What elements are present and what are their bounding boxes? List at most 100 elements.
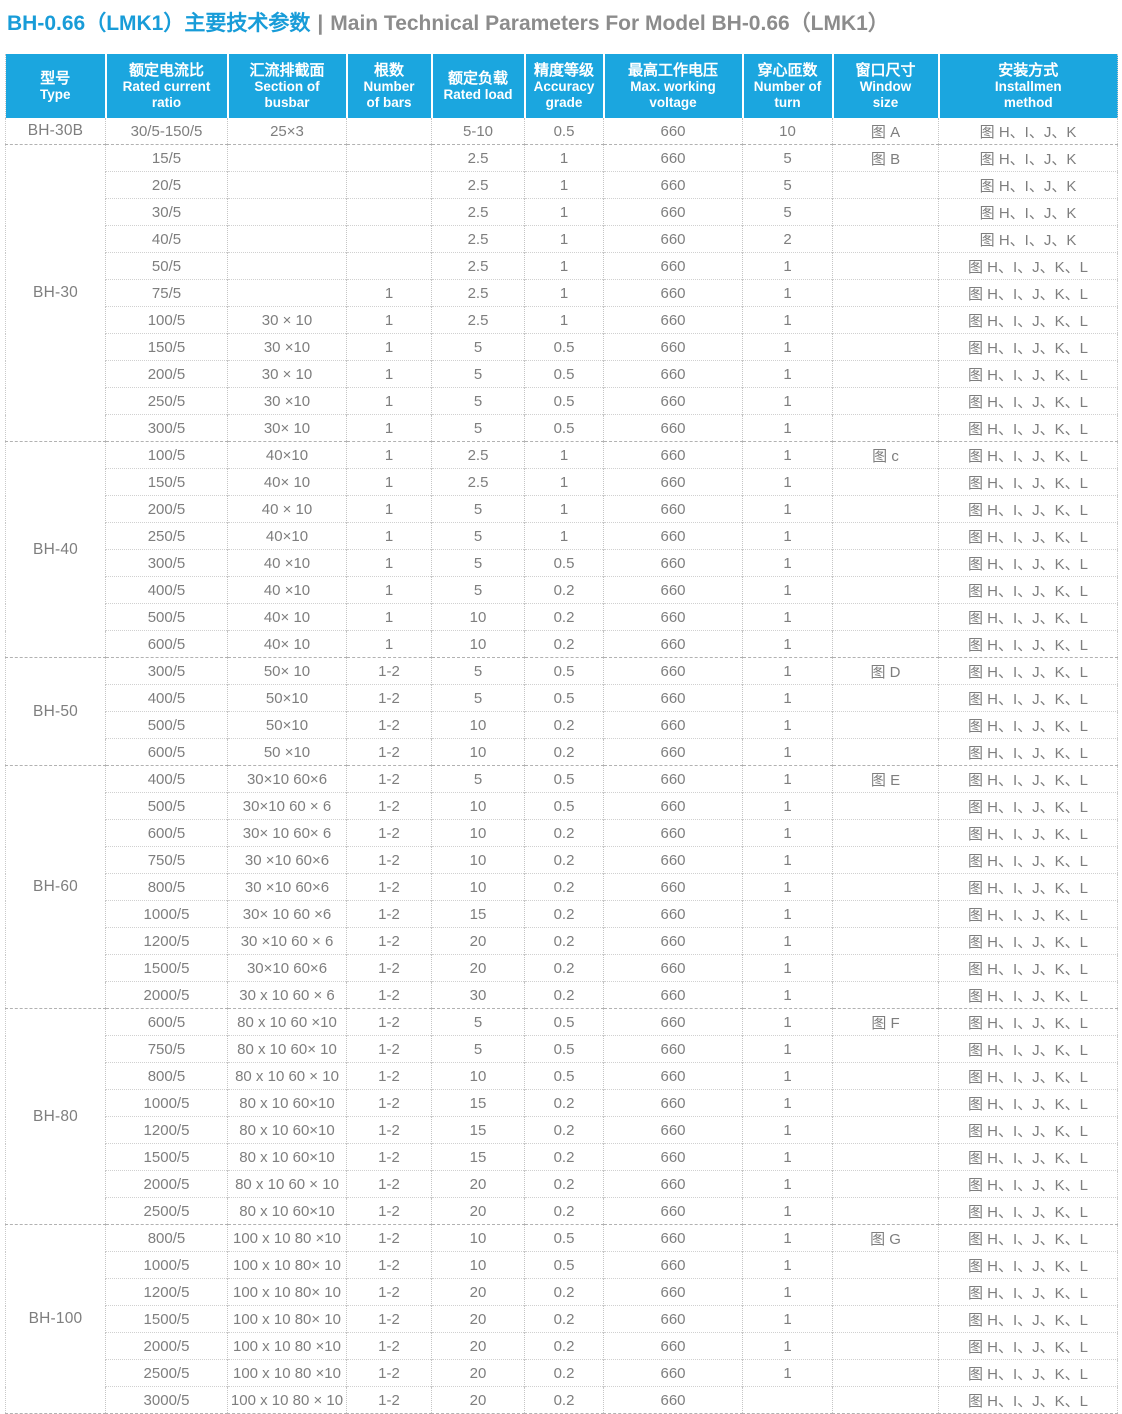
page-title: BH-0.66（LMK1）主要技术参数 | Main Technical Param… [7, 7, 1122, 37]
cell-window [832, 981, 939, 1009]
cell-voltage: 660 [603, 1332, 743, 1360]
cell-window [832, 738, 939, 766]
cell-bars: 1-2 [346, 846, 432, 874]
cell-voltage: 660 [603, 360, 743, 388]
cell-turns: 5 [742, 144, 833, 172]
cell-load: 2.5 [431, 252, 525, 280]
cell-install: 图 H、I、J、K、L [938, 333, 1118, 361]
table-row: 40/5 2.5 1 660 2 图 H、I、J、K [6, 225, 1118, 253]
cell-install: 图 H、I、J、K、L [938, 306, 1118, 334]
cell-window: 图 F [832, 1008, 939, 1036]
cell-ratio: 300/5 [105, 657, 228, 685]
column-header-en: Rated load [443, 86, 513, 102]
cell-bars [346, 171, 432, 199]
cell-voltage: 660 [603, 279, 743, 307]
cell-install: 图 H、I、J、K、L [938, 603, 1118, 631]
cell-install: 图 H、I、J、K、L [938, 468, 1118, 496]
cell-accuracy: 0.2 [524, 1386, 604, 1414]
table-row: 500/5 30×10 60 × 6 1-2 10 0.5 660 1 图 H、I、J、K、L [6, 792, 1118, 820]
cell-voltage: 660 [603, 306, 743, 334]
cell-voltage: 660 [603, 1386, 743, 1414]
cell-bars [346, 118, 432, 145]
table-row: 1000/5 30× 10 60 ×6 1-2 15 0.2 660 1 图 H、I、J、K、… [6, 900, 1118, 928]
column-header-cn: 穿心匝数 [757, 61, 818, 79]
cell-turns: 1 [742, 792, 833, 820]
cell-install: 图 H、I、J、K、L [938, 873, 1118, 901]
cell-bars: 1-2 [346, 792, 432, 820]
table-row: 100/5 30 × 10 1 2.5 1 660 1 图 H、I、J、K、L [6, 306, 1118, 334]
cell-voltage: 660 [603, 198, 743, 226]
cell-ratio: 2000/5 [105, 981, 228, 1009]
cell-type: BH-100 [5, 1224, 106, 1414]
cell-load: 20 [431, 1332, 525, 1360]
cell-accuracy: 0.2 [524, 603, 604, 631]
table-row: 800/5 80 x 10 60 × 10 1-2 10 0.5 660 1 图 H、I、J、… [6, 1062, 1118, 1090]
table-row: 200/5 40 × 10 1 5 1 660 1 图 H、I、J、K、L [6, 495, 1118, 523]
cell-load: 10 [431, 1224, 525, 1252]
cell-install: 图 H、I、J、K、L [938, 684, 1118, 712]
cell-voltage: 660 [603, 1035, 743, 1063]
cell-voltage: 660 [603, 1143, 743, 1171]
cell-bars: 1-2 [346, 1305, 432, 1333]
cell-bars: 1-2 [346, 1143, 432, 1171]
table-row: 400/5 40 ×10 1 5 0.2 660 1 图 H、I、J、K、L [6, 576, 1118, 604]
cell-bars: 1-2 [346, 819, 432, 847]
cell-bars: 1 [346, 360, 432, 388]
cell-voltage: 660 [603, 118, 743, 145]
cell-ratio: 1500/5 [105, 954, 228, 982]
cell-busbar: 30×10 60 × 6 [227, 792, 347, 820]
table-header-row: 型号 Type 额定电流比 Rated current ratio 汇流排截面 Secti… [5, 54, 1118, 118]
table-row: 150/5 30 ×10 1 5 0.5 660 1 图 H、I、J、K、L [6, 333, 1118, 361]
cell-bars [346, 225, 432, 253]
cell-voltage: 660 [603, 1116, 743, 1144]
cell-bars: 1-2 [346, 1008, 432, 1036]
cell-bars: 1-2 [346, 1089, 432, 1117]
cell-busbar: 50×10 [227, 684, 347, 712]
cell-accuracy: 0.5 [524, 1035, 604, 1063]
cell-load: 10 [431, 711, 525, 739]
cell-busbar [227, 252, 347, 280]
cell-voltage: 660 [603, 1089, 743, 1117]
cell-accuracy: 0.5 [524, 657, 604, 685]
cell-voltage: 660 [603, 468, 743, 496]
cell-accuracy: 0.5 [524, 1224, 604, 1252]
cell-busbar: 30 x 10 60 × 6 [227, 981, 347, 1009]
column-header-cn: 精度等级 [533, 61, 594, 79]
cell-ratio: 400/5 [105, 684, 228, 712]
cell-install: 图 H、I、J、K、L [938, 819, 1118, 847]
cell-bars: 1 [346, 414, 432, 442]
cell-ratio: 800/5 [105, 1224, 228, 1252]
cell-load: 20 [431, 1305, 525, 1333]
cell-turns: 1 [742, 468, 833, 496]
cell-window [832, 873, 939, 901]
table-row: 800/5 30 ×10 60×6 1-2 10 0.2 660 1 图 H、I、J、K、L [6, 873, 1118, 901]
cell-turns: 1 [742, 1116, 833, 1144]
cell-ratio: 500/5 [105, 792, 228, 820]
cell-load: 15 [431, 1116, 525, 1144]
cell-install: 图 H、I、J、K、L [938, 900, 1118, 928]
cell-bars: 1 [346, 603, 432, 631]
cell-voltage: 660 [603, 738, 743, 766]
cell-install: 图 H、I、J、K、L [938, 495, 1118, 523]
cell-install: 图 H、I、J、K、L [938, 1197, 1118, 1225]
cell-voltage: 660 [603, 603, 743, 631]
cell-window [832, 1116, 939, 1144]
cell-bars [346, 252, 432, 280]
cell-type: BH-60 [5, 765, 106, 1009]
cell-ratio: 2000/5 [105, 1170, 228, 1198]
table-row: 1000/5 80 x 10 60×10 1-2 15 0.2 660 1 图 H、I、J、K… [6, 1089, 1118, 1117]
cell-window [832, 1089, 939, 1117]
cell-load: 2.5 [431, 306, 525, 334]
cell-ratio: 200/5 [105, 360, 228, 388]
cell-accuracy: 0.2 [524, 846, 604, 874]
catalog-page: BH-0.66（LMK1）主要技术参数 | Main Technical Param… [0, 7, 1122, 1414]
cell-install: 图 H、I、J、K、L [938, 1035, 1118, 1063]
cell-load: 2.5 [431, 171, 525, 199]
cell-bars: 1 [346, 495, 432, 523]
cell-accuracy: 1 [524, 279, 604, 307]
cell-ratio: 1500/5 [105, 1305, 228, 1333]
cell-turns: 1 [742, 306, 833, 334]
cell-window [832, 684, 939, 712]
